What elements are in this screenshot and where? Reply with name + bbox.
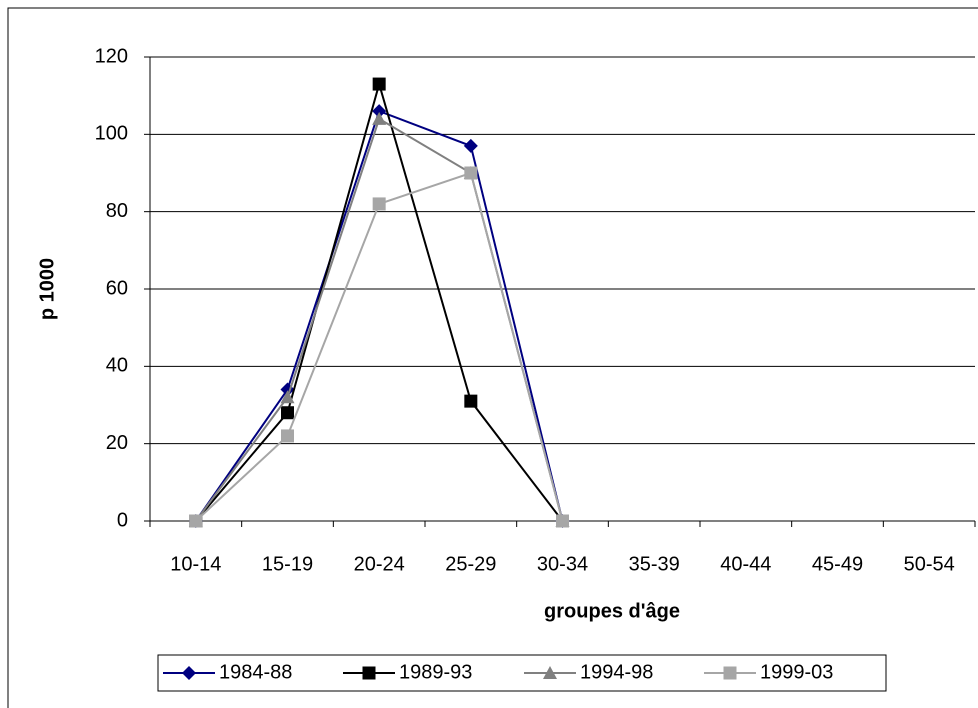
legend-label: 1989-93 xyxy=(399,661,472,683)
y-tick-label: 0 xyxy=(117,509,128,531)
chart-frame xyxy=(7,7,978,708)
marker xyxy=(280,390,295,404)
x-tick-label: 45-49 xyxy=(812,553,863,575)
x-tick-label: 10-14 xyxy=(170,553,221,575)
y-tick-label: 60 xyxy=(106,277,128,299)
x-tick-label: 50-54 xyxy=(904,553,955,575)
marker xyxy=(281,406,294,420)
y-tick-label: 100 xyxy=(95,123,128,145)
marker xyxy=(372,77,386,91)
marker xyxy=(723,666,737,680)
x-tick-label: 15-19 xyxy=(262,553,313,575)
marker xyxy=(464,394,478,408)
marker xyxy=(372,111,387,125)
marker xyxy=(372,104,387,119)
x-tick-label: 20-24 xyxy=(354,553,405,575)
marker xyxy=(556,514,569,528)
marker xyxy=(182,666,196,680)
y-axis-label: p 1000 xyxy=(36,258,58,320)
y-tick-label: 80 xyxy=(106,200,128,222)
y-tick-label: 120 xyxy=(95,45,128,67)
marker xyxy=(189,514,203,528)
legend-label: 1994-98 xyxy=(580,661,653,683)
marker xyxy=(464,166,478,180)
x-tick-label: 40-44 xyxy=(720,553,771,575)
marker xyxy=(362,666,376,680)
marker xyxy=(543,666,557,679)
legend-label: 1984-88 xyxy=(219,661,292,683)
y-tick-label: 20 xyxy=(106,432,128,454)
x-tick-label: 25-29 xyxy=(445,553,496,575)
legend-label: 1999-03 xyxy=(760,661,833,683)
x-tick-label: 30-34 xyxy=(537,553,588,575)
x-tick-label: 35-39 xyxy=(629,553,680,575)
marker xyxy=(463,138,478,153)
x-axis-label: groupes d'âge xyxy=(544,600,680,622)
marker xyxy=(372,197,386,211)
legend-box xyxy=(157,654,887,692)
marker xyxy=(281,429,294,443)
y-tick-label: 40 xyxy=(106,355,128,377)
